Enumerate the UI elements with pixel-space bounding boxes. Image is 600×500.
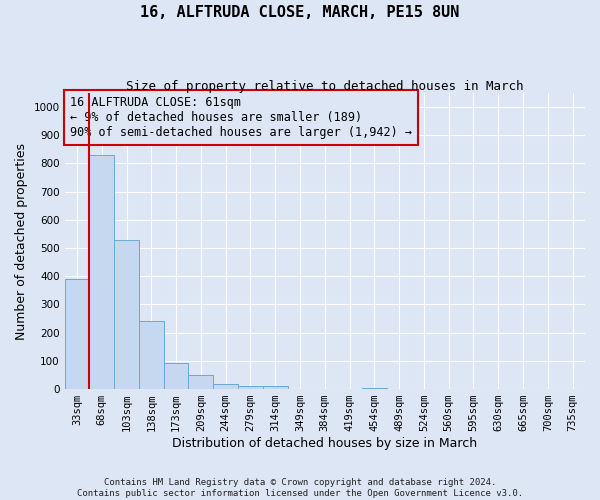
Text: 16 ALFTRUDA CLOSE: 61sqm
← 9% of detached houses are smaller (189)
90% of semi-d: 16 ALFTRUDA CLOSE: 61sqm ← 9% of detache… — [70, 96, 412, 139]
Y-axis label: Number of detached properties: Number of detached properties — [15, 142, 28, 340]
Bar — [213, 384, 238, 389]
Bar — [114, 240, 139, 389]
Text: 16, ALFTRUDA CLOSE, MARCH, PE15 8UN: 16, ALFTRUDA CLOSE, MARCH, PE15 8UN — [140, 5, 460, 20]
Bar — [65, 279, 89, 389]
Bar — [89, 155, 114, 389]
Bar — [238, 386, 263, 389]
Bar — [263, 386, 287, 389]
Title: Size of property relative to detached houses in March: Size of property relative to detached ho… — [126, 80, 524, 93]
Text: Contains HM Land Registry data © Crown copyright and database right 2024.
Contai: Contains HM Land Registry data © Crown c… — [77, 478, 523, 498]
Bar — [188, 375, 213, 389]
Bar — [164, 363, 188, 389]
Bar — [139, 320, 164, 389]
Bar — [362, 388, 387, 389]
X-axis label: Distribution of detached houses by size in March: Distribution of detached houses by size … — [172, 437, 478, 450]
